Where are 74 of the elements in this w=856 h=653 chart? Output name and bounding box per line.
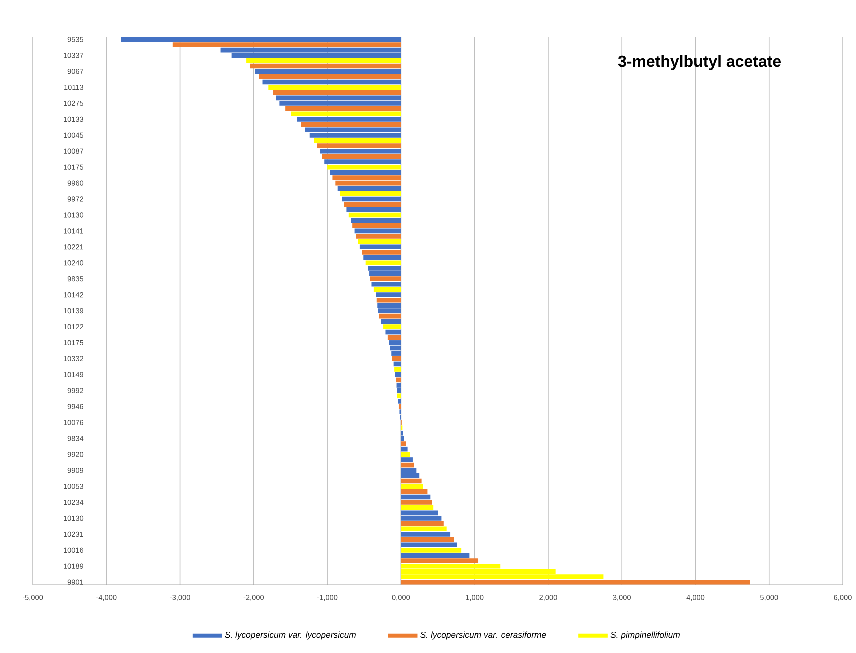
bar [386,330,402,335]
bar [172,42,402,48]
bar [291,112,402,117]
bar [268,85,402,90]
bar [401,542,458,548]
bar [401,548,462,553]
bar [259,74,402,80]
bar [398,394,402,399]
bar [366,260,402,266]
bar [372,282,402,287]
bar [342,196,402,202]
bar [398,399,402,404]
bar [246,58,402,64]
bar [401,478,422,484]
bar [401,500,432,505]
bar [394,367,402,372]
bar [324,160,402,164]
bar [320,148,402,154]
bar [401,558,479,564]
bar [401,458,413,462]
bar [354,228,402,234]
bar [297,117,402,122]
bar [396,378,402,383]
bar [392,356,402,362]
bar [401,537,454,542]
bar [379,314,402,319]
bar [338,186,402,192]
bar [381,319,402,324]
bar [314,138,402,144]
bar [401,521,444,526]
bar [255,69,402,74]
bar [401,462,414,468]
bar [340,192,402,196]
legend-label: S. lycopersicum var. lycopersicum [225,632,356,640]
bar [401,494,431,500]
bar [250,64,402,69]
bar [374,287,402,292]
bar [322,154,402,160]
bar [401,526,447,532]
text: 3-methylbutyl acetate [618,55,782,70]
bar [358,239,402,244]
bar [370,276,402,282]
bar [262,80,402,85]
bar [401,490,428,494]
bar [351,218,402,223]
bar [401,442,406,446]
bar [376,298,402,303]
bar [330,170,402,176]
bar [328,164,402,170]
bar [384,324,402,330]
bar [362,250,402,255]
bar [286,106,402,112]
bar [317,144,402,148]
legend-label: S. pimpinellifolium [610,632,680,640]
bar [301,122,402,128]
bar [360,244,402,250]
bar [356,234,402,239]
bar [401,505,434,510]
bar [346,208,402,212]
legend-label: S. lycopersicum var. cerasiforme [420,632,546,640]
bar [401,484,424,489]
bar [352,223,402,228]
bar [348,212,402,218]
bar [401,532,451,537]
bar [121,37,402,42]
bar [344,202,402,207]
bar [388,335,402,340]
bar [364,255,402,260]
bar [401,452,410,458]
bar [401,580,750,585]
bar [376,292,402,298]
bar [401,446,408,452]
bar [273,90,402,96]
bar [401,553,470,558]
